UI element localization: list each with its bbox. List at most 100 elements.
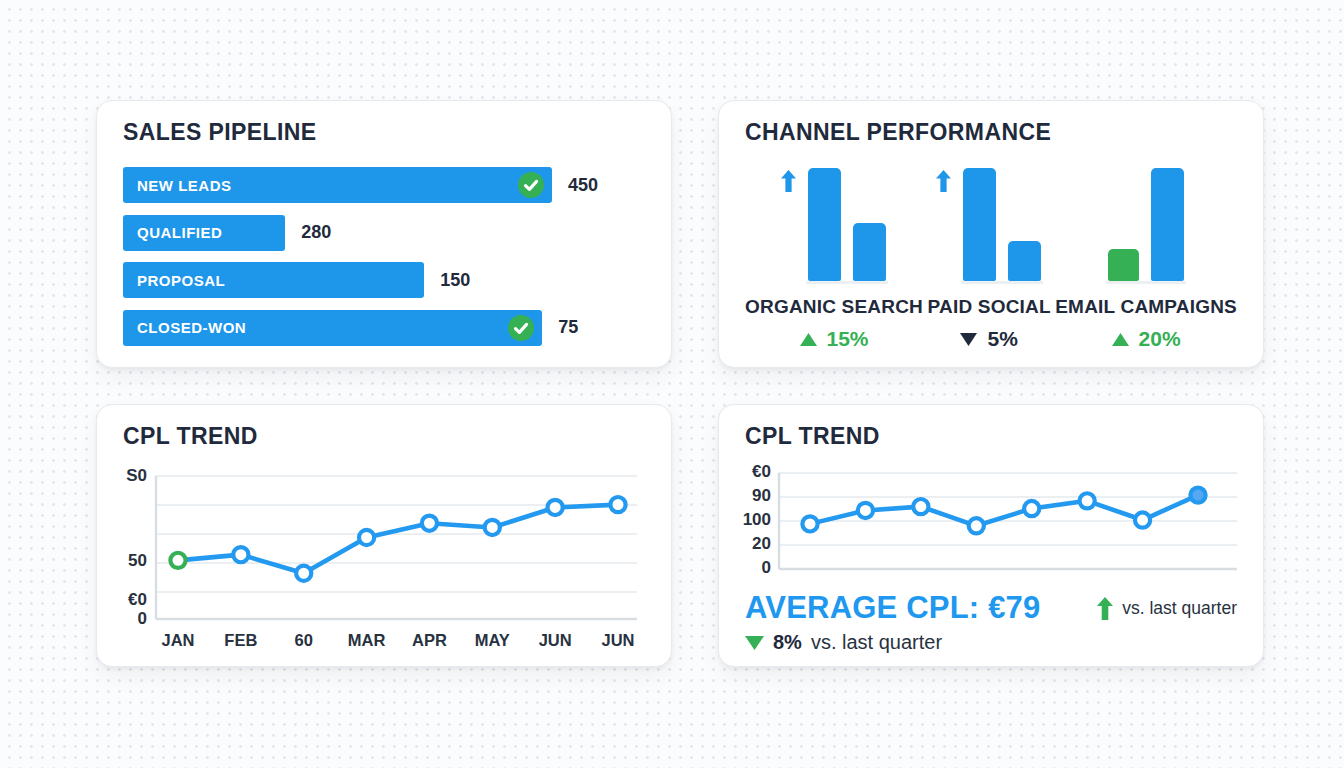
- pipeline-bar-value: 280: [301, 222, 331, 243]
- y-axis-tick: 50: [128, 551, 147, 570]
- data-point: [233, 547, 248, 562]
- channel-barset: [806, 165, 888, 284]
- up-arrow-icon: [936, 170, 951, 192]
- pipeline-bar-value: 75: [558, 317, 578, 338]
- pipeline-rows: NEW LEADS 450 QUALIFIED 280 PROPOSAL 150 CLOSE…: [123, 167, 645, 357]
- channel-bar: [963, 168, 996, 281]
- channel-delta-value: 15%: [827, 327, 869, 351]
- data-point: [802, 516, 817, 531]
- pipeline-bar-label: PROPOSAL: [137, 272, 225, 289]
- data-point: [1080, 493, 1095, 508]
- quarter-comparison-text: vs. last quarter: [1122, 598, 1237, 619]
- cpl-line-chart-left: S0 50 €00 JAN FEB 60 MAR APR MAY JUN JUN: [97, 405, 673, 668]
- data-point: [1024, 501, 1039, 516]
- channel-bar: [1008, 241, 1041, 281]
- channel-bars: [936, 165, 1043, 284]
- channel-delta-value: 5%: [987, 327, 1017, 351]
- data-point: [969, 518, 984, 533]
- channel-barset: [961, 165, 1043, 284]
- channel-bars: [781, 165, 888, 284]
- x-axis-tick: JAN: [161, 631, 194, 649]
- x-axis-tick: 60: [295, 631, 313, 649]
- channel-bar: [853, 223, 886, 281]
- channel-delta: 20%: [1112, 327, 1181, 351]
- delta-note: vs. last quarter: [811, 631, 942, 654]
- y-axis-tick: 90: [752, 486, 771, 505]
- cpl-trend-left-card: CPL TREND S050€00JANFEB60MARAPRMAYJUNJUN: [96, 404, 672, 667]
- channel-delta: 5%: [960, 327, 1017, 351]
- pipeline-row: PROPOSAL 150: [123, 262, 645, 298]
- average-cpl-row: AVERAGE CPL: €79 vs. last quarter: [745, 590, 1237, 626]
- channel-group: PAID SOCIAL 5%: [928, 165, 1051, 351]
- data-point: [1190, 487, 1205, 502]
- x-axis-tick: MAY: [475, 631, 510, 649]
- x-axis-tick: JUN: [601, 631, 634, 649]
- pipeline-bar-label: NEW LEADS: [137, 177, 232, 194]
- data-point: [170, 553, 185, 568]
- delta-value: 8%: [773, 631, 802, 654]
- triangle-down-icon: [745, 636, 764, 650]
- y-axis-tick: 20: [752, 534, 771, 553]
- pipeline-bar-label: QUALIFIED: [137, 224, 222, 241]
- sales-pipeline-title: SALES PIPELINE: [123, 119, 316, 146]
- triangle-down-icon: [960, 333, 977, 346]
- pipeline-bar-value: 450: [568, 175, 598, 196]
- data-point: [913, 499, 928, 514]
- channel-bars: [1106, 165, 1186, 284]
- channel-bar: [1108, 249, 1139, 281]
- pipeline-row: QUALIFIED 280: [123, 215, 645, 251]
- delta-row: 8% vs. last quarter: [745, 631, 942, 654]
- quarter-comparison: vs. last quarter: [1097, 597, 1237, 620]
- channel-delta: 15%: [800, 327, 869, 351]
- data-point: [485, 520, 500, 535]
- pipeline-bar-label: CLOSED-WON: [137, 319, 246, 336]
- triangle-up-icon: [1112, 333, 1129, 346]
- x-axis-tick: MAR: [348, 631, 386, 649]
- pipeline-row: CLOSED-WON 75: [123, 310, 645, 346]
- up-arrow-icon: [1097, 597, 1113, 620]
- channel-label: EMAIL CAMPAIGNS: [1055, 296, 1237, 318]
- channel-performance-card: CHANNEL PERFORMANCE ORGANIC SEARCH 15% PAI…: [718, 100, 1264, 368]
- pipeline-row: NEW LEADS 450: [123, 167, 645, 203]
- data-point: [359, 530, 374, 545]
- x-axis-tick: FEB: [224, 631, 257, 649]
- y-axis-tick: €0: [128, 590, 147, 609]
- pipeline-bar: NEW LEADS: [123, 167, 552, 203]
- y-axis-tick: S0: [126, 466, 147, 485]
- y-axis-tick: 100: [743, 510, 771, 529]
- x-axis-tick: JUN: [539, 631, 572, 649]
- data-point: [422, 516, 437, 531]
- channel-bar: [808, 168, 841, 281]
- triangle-up-icon: [800, 333, 817, 346]
- pipeline-bar: PROPOSAL: [123, 262, 424, 298]
- channel-groups: ORGANIC SEARCH 15% PAID SOCIAL 5% EMAIL CAMP…: [745, 165, 1237, 351]
- channel-label: PAID SOCIAL: [928, 296, 1051, 318]
- average-cpl-value: AVERAGE CPL: €79: [745, 590, 1040, 626]
- sales-pipeline-card: SALES PIPELINE NEW LEADS 450 QUALIFIED 280 P…: [96, 100, 672, 368]
- check-icon: [508, 315, 534, 341]
- channel-group: ORGANIC SEARCH 15%: [745, 165, 923, 351]
- y-axis-tick: 0: [762, 558, 771, 577]
- channel-bar: [1151, 168, 1184, 281]
- up-arrow-icon: [781, 170, 796, 192]
- data-point: [858, 503, 873, 518]
- data-point: [548, 500, 563, 515]
- channel-performance-title: CHANNEL PERFORMANCE: [745, 119, 1051, 146]
- dashboard: SALES PIPELINE NEW LEADS 450 QUALIFIED 280 P…: [0, 0, 1344, 768]
- cpl-line-chart-right: €0 90 100 20 0: [719, 405, 1265, 585]
- x-axis-tick: APR: [412, 631, 447, 649]
- data-point: [1135, 512, 1150, 527]
- channel-barset: [1106, 165, 1186, 284]
- y-axis-tick: €0: [752, 462, 771, 481]
- pipeline-bar: CLOSED-WON: [123, 310, 542, 346]
- data-point: [610, 497, 625, 512]
- y-axis-tick: 0: [138, 609, 147, 628]
- cpl-trend-right-card: CPL TREND €090100200 AVERAGE CPL: €79 vs…: [718, 404, 1264, 667]
- channel-group: EMAIL CAMPAIGNS 20%: [1055, 165, 1237, 351]
- data-point: [296, 566, 311, 581]
- pipeline-bar-value: 150: [440, 270, 470, 291]
- channel-label: ORGANIC SEARCH: [745, 296, 923, 318]
- check-icon: [518, 172, 544, 198]
- pipeline-bar: QUALIFIED: [123, 215, 285, 251]
- channel-delta-value: 20%: [1139, 327, 1181, 351]
